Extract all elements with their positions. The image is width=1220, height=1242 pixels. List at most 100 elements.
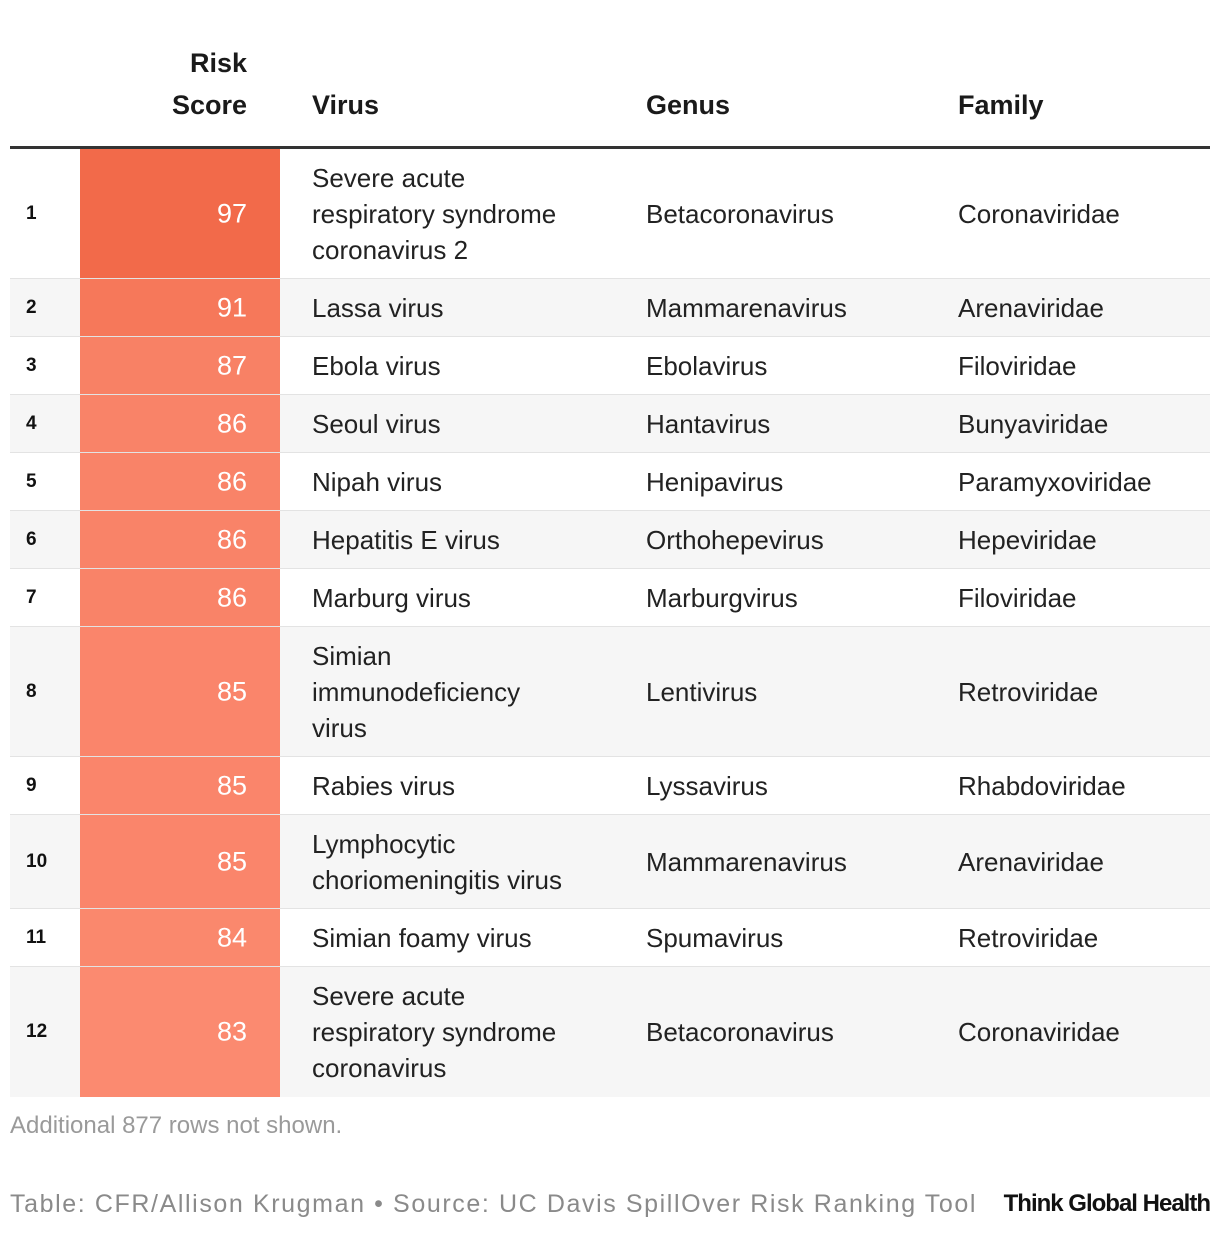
virus-cell: Seoul virus: [312, 406, 612, 442]
virus-cell: Ebola virus: [312, 348, 612, 384]
risk-score-bar: 97: [80, 149, 280, 278]
virus-name-line: respiratory syndrome: [312, 1017, 557, 1047]
genus-cell: Orthohepevirus: [646, 524, 824, 555]
risk-score-bar: 84: [80, 909, 280, 966]
virus-name-line: immunodeficiency: [312, 676, 521, 707]
virus-name-line: Lassa virus: [312, 292, 444, 323]
genus-cell: Lyssavirus: [646, 770, 768, 801]
virus-name-line: coronavirus 2: [312, 234, 469, 265]
table-row: 12 83 Severe acute respiratory syndrome coro…: [10, 967, 1210, 1097]
family-cell: Filoviridae: [958, 582, 1077, 613]
row-rank: 8: [26, 680, 37, 702]
table-row: 4 86 Seoul virus Hantavirus Bunyaviridae: [10, 395, 1210, 453]
virus-cell: Lymphocytic choriomeningitis virus: [312, 826, 612, 898]
risk-score-value: 86: [216, 524, 247, 554]
virus-cell: Lassa virus: [312, 290, 612, 326]
table-row: 1 97 Severe acute respiratory syndrome coron…: [10, 149, 1210, 279]
row-rank: 2: [26, 296, 37, 318]
row-rank: 9: [26, 774, 37, 796]
genus-cell: Marburgvirus: [646, 582, 798, 613]
virus-cell: Rabies virus: [312, 768, 612, 804]
column-header-virus: Virus: [312, 90, 380, 120]
genus-cell: Mammarenavirus: [646, 846, 847, 877]
risk-score-value: 85: [216, 770, 247, 800]
risk-score-bar: 85: [80, 757, 280, 814]
table-row: 11 84 Simian foamy virus Spumavirus Retrovir…: [10, 909, 1210, 967]
risk-score-bar: 83: [80, 967, 280, 1097]
risk-score-bar: 86: [80, 453, 280, 510]
row-rank: 3: [26, 354, 37, 376]
risk-score-bar: 86: [80, 511, 280, 568]
virus-cell: Severe acute respiratory syndrome coronavi…: [312, 160, 612, 268]
risk-score-bar: 85: [80, 815, 280, 908]
genus-cell: Betacoronavirus: [646, 1017, 834, 1047]
family-cell: Hepeviridae: [958, 524, 1097, 555]
family-cell: Retroviridae: [958, 676, 1099, 707]
table-row: 7 86 Marburg virus Marburgvirus Filoviridae: [10, 569, 1210, 627]
virus-name-line: Nipah virus: [312, 466, 443, 497]
table-row: 3 87 Ebola virus Ebolavirus Filoviridae: [10, 337, 1210, 395]
family-cell: Rhabdoviridae: [958, 770, 1126, 801]
genus-cell: Ebolavirus: [646, 350, 768, 381]
risk-score-header-line2: Score: [171, 90, 247, 120]
family-cell: Paramyxoviridae: [958, 466, 1152, 497]
header-rule: [10, 146, 1210, 149]
risk-score-value: 87: [216, 350, 247, 380]
footnote: Additional 877 rows not shown.: [10, 1112, 343, 1139]
virus-name-line: Hepatitis E virus: [312, 524, 500, 555]
risk-score-header-line1: Risk: [189, 48, 247, 78]
source-credit: Table: CFR/Allison Krugman • Source: UC …: [10, 1190, 978, 1218]
risk-score-bar: 86: [80, 395, 280, 452]
genus-cell: Henipavirus: [646, 466, 784, 497]
virus-name-line: Marburg virus: [312, 582, 471, 613]
virus-name-line: Severe acute: [312, 981, 466, 1011]
row-rank: 10: [26, 850, 48, 872]
row-rank: 7: [26, 586, 37, 608]
virus-cell: Severe acute respiratory syndrome coronavi…: [312, 978, 612, 1086]
virus-name-line: Simian foamy virus: [312, 922, 532, 953]
virus-name-line: respiratory syndrome: [312, 198, 557, 229]
family-cell: Arenaviridae: [958, 292, 1104, 323]
virus-name-line: Ebola virus: [312, 350, 441, 381]
risk-score-value: 83: [216, 1016, 247, 1047]
row-rank: 4: [26, 412, 37, 434]
table-row: 6 86 Hepatitis E virus Orthohepevirus Hepevi…: [10, 511, 1210, 569]
genus-cell: Spumavirus: [646, 922, 784, 953]
genus-cell: Mammarenavirus: [646, 292, 847, 323]
virus-cell: Simian foamy virus: [312, 920, 612, 956]
row-rank: 1: [26, 202, 37, 224]
table-header: Risk Score Virus Genus Family: [10, 40, 1210, 146]
genus-cell: Betacoronavirus: [646, 198, 834, 229]
row-rank: 12: [26, 1021, 48, 1042]
column-header-family: Family: [958, 90, 1044, 120]
table-body: 1 97 Severe acute respiratory syndrome coron…: [10, 149, 1210, 1097]
family-cell: Coronaviridae: [958, 1017, 1120, 1047]
row-rank: 11: [26, 926, 47, 948]
genus-cell: Hantavirus: [646, 408, 771, 439]
table-row: 8 85 Simian immunodeficiency virus Lentivirus…: [10, 627, 1210, 757]
risk-score-value: 91: [216, 292, 247, 322]
risk-score-value: 86: [216, 466, 247, 496]
virus-name-line: Rabies virus: [312, 770, 456, 801]
risk-score-value: 97: [216, 198, 247, 228]
risk-score-value: 84: [216, 922, 247, 952]
think-global-health-logo: Think Global Health: [1003, 1190, 1211, 1217]
virus-name-line: coronavirus: [312, 1053, 447, 1083]
virus-cell: Hepatitis E virus: [312, 522, 612, 558]
virus-cell: Simian immunodeficiency virus: [312, 638, 612, 746]
genus-cell: Lentivirus: [646, 676, 758, 707]
family-cell: Coronaviridae: [958, 198, 1120, 229]
column-header-risk-score: Risk Score: [97, 42, 247, 126]
risk-score-value: 85: [216, 846, 247, 876]
family-cell: Arenaviridae: [958, 846, 1104, 877]
virus-name-line: Seoul virus: [312, 408, 441, 439]
risk-score-value: 86: [216, 582, 247, 612]
virus-cell: Marburg virus: [312, 580, 612, 616]
family-cell: Filoviridae: [958, 350, 1077, 381]
row-rank: 6: [26, 528, 37, 550]
table-row: 10 85 Lymphocytic choriomeningitis virus Mam…: [10, 815, 1210, 909]
virus-name-line: Lymphocytic: [312, 828, 456, 859]
risk-score-bar: 91: [80, 279, 280, 336]
virus-name-line: choriomeningitis virus: [312, 864, 562, 895]
